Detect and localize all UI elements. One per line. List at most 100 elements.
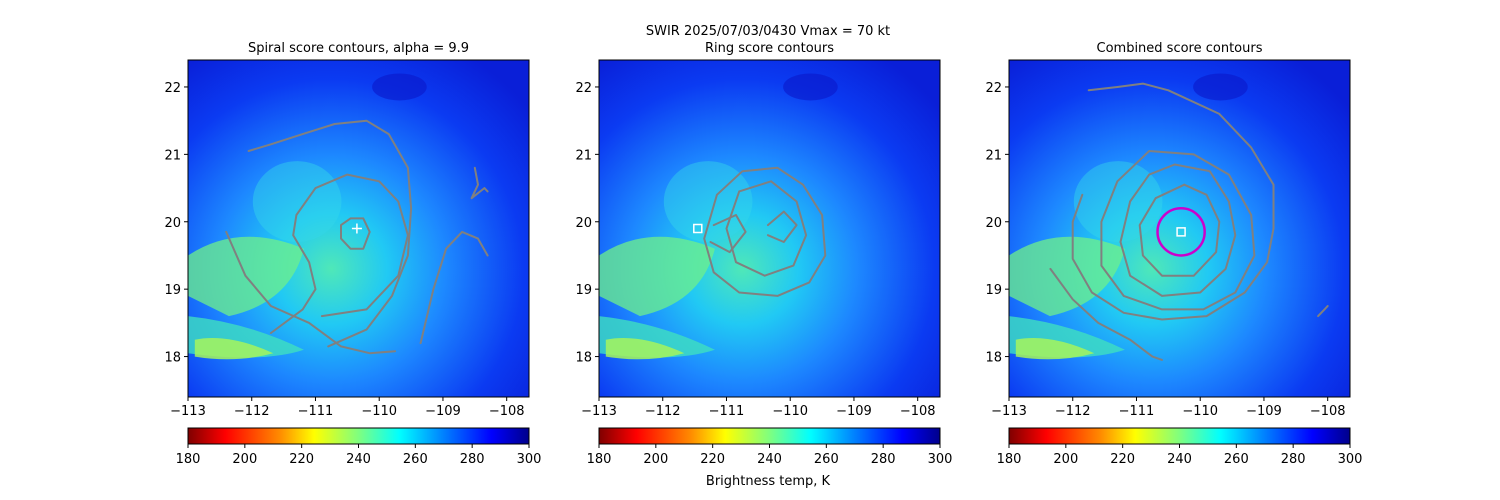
y-tick-label: 20 [575, 216, 592, 231]
ring-marker [1156, 207, 1206, 257]
cold-region [783, 73, 838, 101]
x-tick-label: −113 [170, 404, 206, 419]
warm-band [1009, 236, 1125, 317]
y-tick-label: 20 [164, 216, 181, 231]
colorbar-tick-label: 240 [757, 452, 782, 467]
center-marker [693, 223, 703, 234]
colorbar-label: Brightness temp, K [706, 474, 831, 489]
colorbar [1008, 427, 1351, 445]
axes-frame [187, 59, 530, 398]
y-tick-label: 19 [575, 283, 592, 298]
warm-band [599, 236, 715, 317]
y-tick-label: 21 [164, 148, 181, 163]
panel-ring: Ring score contours −113 −112 −111 −110 −109 −… [575, 41, 952, 467]
score-contour [419, 230, 489, 345]
colorbar-tick-label: 300 [1338, 452, 1363, 467]
x-tick-label: −113 [581, 404, 617, 419]
x-tick-label: −110 [361, 404, 397, 419]
panel-title: Ring score contours [705, 41, 834, 56]
y-tick-label: 21 [985, 148, 1002, 163]
score-contour [703, 166, 827, 297]
colorbar [598, 427, 941, 445]
y-tick-label: 22 [575, 81, 592, 96]
axes-frame [1008, 59, 1351, 398]
x-tick-label: −112 [645, 404, 681, 419]
cold-region [1193, 73, 1248, 101]
axes-frame [598, 59, 941, 398]
center-marker [1176, 227, 1186, 237]
y-tick-label: 19 [985, 283, 1002, 298]
colorbar-tick-label: 240 [346, 452, 371, 467]
score-contour [1100, 150, 1256, 311]
colorbar-tick-label: 300 [928, 452, 953, 467]
x-tick-label: −108 [900, 404, 936, 419]
score-contour [247, 119, 413, 348]
cloud-mass [1073, 161, 1163, 242]
colorbar-tick-label: 220 [1110, 452, 1135, 467]
score-contour [766, 210, 798, 243]
cold-region [372, 73, 427, 101]
warm-band-core [194, 338, 274, 360]
colorbar-tick-label: 300 [517, 452, 542, 467]
score-contour [1071, 82, 1275, 321]
x-tick-label: −110 [1182, 404, 1218, 419]
colorbar-tick-label: 200 [232, 452, 257, 467]
y-tick-label: 18 [164, 351, 181, 366]
panel-combined: Combined score contours −113 −112 −111 −110 −… [985, 41, 1362, 467]
colorbar-tick-label: 220 [289, 452, 314, 467]
score-contour [725, 180, 808, 277]
figure-suptitle: SWIR 2025/07/03/0430 Vmax = 70 kt [646, 24, 890, 39]
x-tick-label: −112 [1055, 404, 1091, 419]
colorbar-tick-label: 260 [403, 452, 428, 467]
y-tick-label: 19 [164, 283, 181, 298]
x-tick-label: −109 [425, 404, 461, 419]
colorbar-tick-label: 180 [587, 452, 612, 467]
score-contour [470, 166, 489, 200]
score-contour [1317, 305, 1329, 318]
y-tick-label: 22 [985, 81, 1002, 96]
x-tick-label: −111 [298, 404, 334, 419]
warm-band-core [1015, 338, 1095, 360]
y-tick-label: 18 [575, 351, 592, 366]
x-tick-label: −108 [489, 404, 525, 419]
x-tick-label: −108 [1310, 404, 1346, 419]
y-tick-label: 20 [985, 216, 1002, 231]
colorbar-tick-label: 180 [997, 452, 1022, 467]
score-contour [269, 173, 409, 334]
colorbar-tick-label: 180 [176, 452, 201, 467]
colorbar-tick-label: 220 [700, 452, 725, 467]
y-tick-label: 18 [985, 351, 1002, 366]
x-tick-label: −109 [1246, 404, 1282, 419]
satellite-image [1009, 60, 1350, 397]
warm-band-core [605, 338, 685, 360]
panel-title: Spiral score contours, alpha = 9.9 [248, 41, 469, 56]
x-tick-label: −113 [991, 404, 1027, 419]
satellite-image [188, 60, 529, 397]
score-contour [1119, 163, 1237, 297]
x-tick-label: −111 [1119, 404, 1155, 419]
score-contour [709, 214, 747, 254]
colorbar-tick-label: 280 [1281, 452, 1306, 467]
cloud-mass [252, 161, 342, 242]
colorbar-tick-label: 200 [1053, 452, 1078, 467]
score-contour [340, 217, 371, 250]
y-tick-label: 21 [575, 148, 592, 163]
x-tick-label: −111 [709, 404, 745, 419]
satellite-image [599, 60, 940, 397]
score-contour [1049, 267, 1163, 361]
colorbar-tick-label: 280 [871, 452, 896, 467]
colorbar-tick-label: 240 [1167, 452, 1192, 467]
panel-title: Combined score contours [1097, 41, 1263, 56]
x-tick-label: −110 [772, 404, 808, 419]
colorbar-tick-label: 260 [814, 452, 839, 467]
y-tick-label: 22 [164, 81, 181, 96]
colorbar-tick-label: 200 [643, 452, 668, 467]
center-marker [351, 223, 362, 234]
colorbar [187, 427, 530, 445]
colorbar-tick-label: 280 [460, 452, 485, 467]
score-contour [1138, 183, 1221, 277]
score-contour [225, 230, 397, 355]
x-tick-label: −109 [836, 404, 872, 419]
x-tick-label: −112 [234, 404, 270, 419]
